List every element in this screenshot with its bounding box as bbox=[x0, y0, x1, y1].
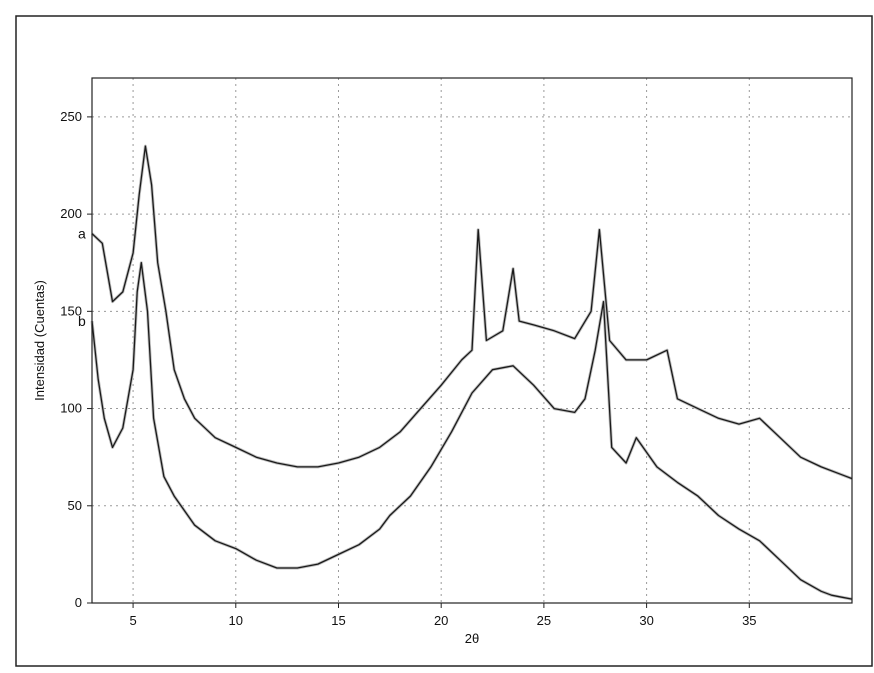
series-a-line bbox=[91, 145, 853, 480]
series-a-tag: a bbox=[78, 226, 86, 242]
series-tags: ab bbox=[78, 226, 86, 329]
x-tick-label: 20 bbox=[434, 613, 448, 628]
tick-labels: 5 10 15 20 25 30 35 0 50 100 150 200 250 bbox=[60, 109, 756, 628]
series-layer bbox=[90, 144, 853, 601]
y-tick-label: 100 bbox=[60, 401, 82, 416]
series-b-tag: b bbox=[78, 313, 86, 329]
y-tick-label: 150 bbox=[60, 303, 82, 318]
plot-frame bbox=[91, 77, 853, 604]
y-tick-label: 0 bbox=[75, 595, 82, 610]
x-tick-label: 30 bbox=[639, 613, 653, 628]
x-tick-label: 35 bbox=[742, 613, 756, 628]
grid bbox=[92, 78, 852, 603]
y-tick-label: 50 bbox=[68, 498, 82, 513]
y-axis-label: Intensidad (Cuentas) bbox=[32, 280, 47, 401]
x-tick-label: 25 bbox=[537, 613, 551, 628]
x-tick-label: 10 bbox=[229, 613, 243, 628]
series-b-line bbox=[91, 262, 853, 600]
x-axis-label: 2θ bbox=[465, 631, 479, 646]
x-tick-label: 5 bbox=[129, 613, 136, 628]
y-tick-label: 200 bbox=[60, 206, 82, 221]
y-tick-label: 250 bbox=[60, 109, 82, 124]
x-tick-label: 15 bbox=[331, 613, 345, 628]
figure-border bbox=[15, 15, 873, 667]
